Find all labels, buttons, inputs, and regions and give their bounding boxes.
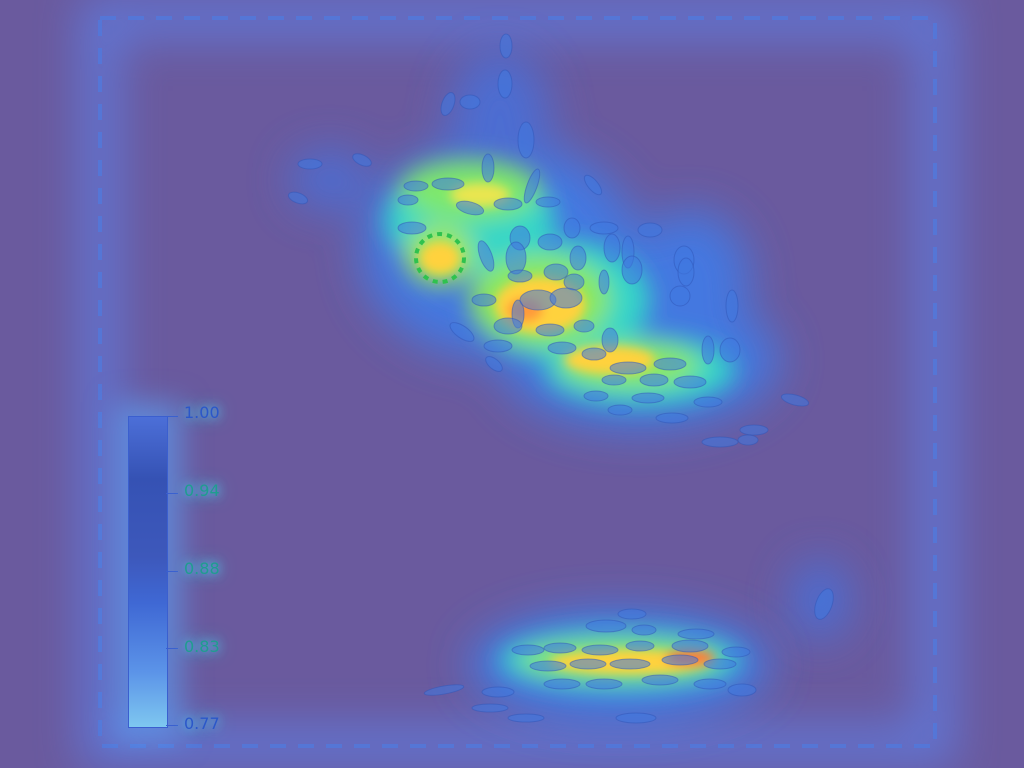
colorbar-tick [166,416,178,417]
colorbar-label: 0.88 [184,559,220,578]
colorbar-label: 0.94 [184,481,220,500]
colorbar-label-max: 1.00 [184,403,220,422]
highlight-ring [414,232,466,284]
colorbar-label: 0.83 [184,637,220,656]
colorbar-tick [166,725,178,726]
colorbar-tick [166,493,178,494]
frame-glow [80,0,955,766]
colorbar-tick [166,648,178,649]
colorbar [128,416,168,728]
colorbar-label-min: 0.77 [184,714,220,733]
cell-markers [287,33,834,724]
colorbar-tick [166,571,178,572]
